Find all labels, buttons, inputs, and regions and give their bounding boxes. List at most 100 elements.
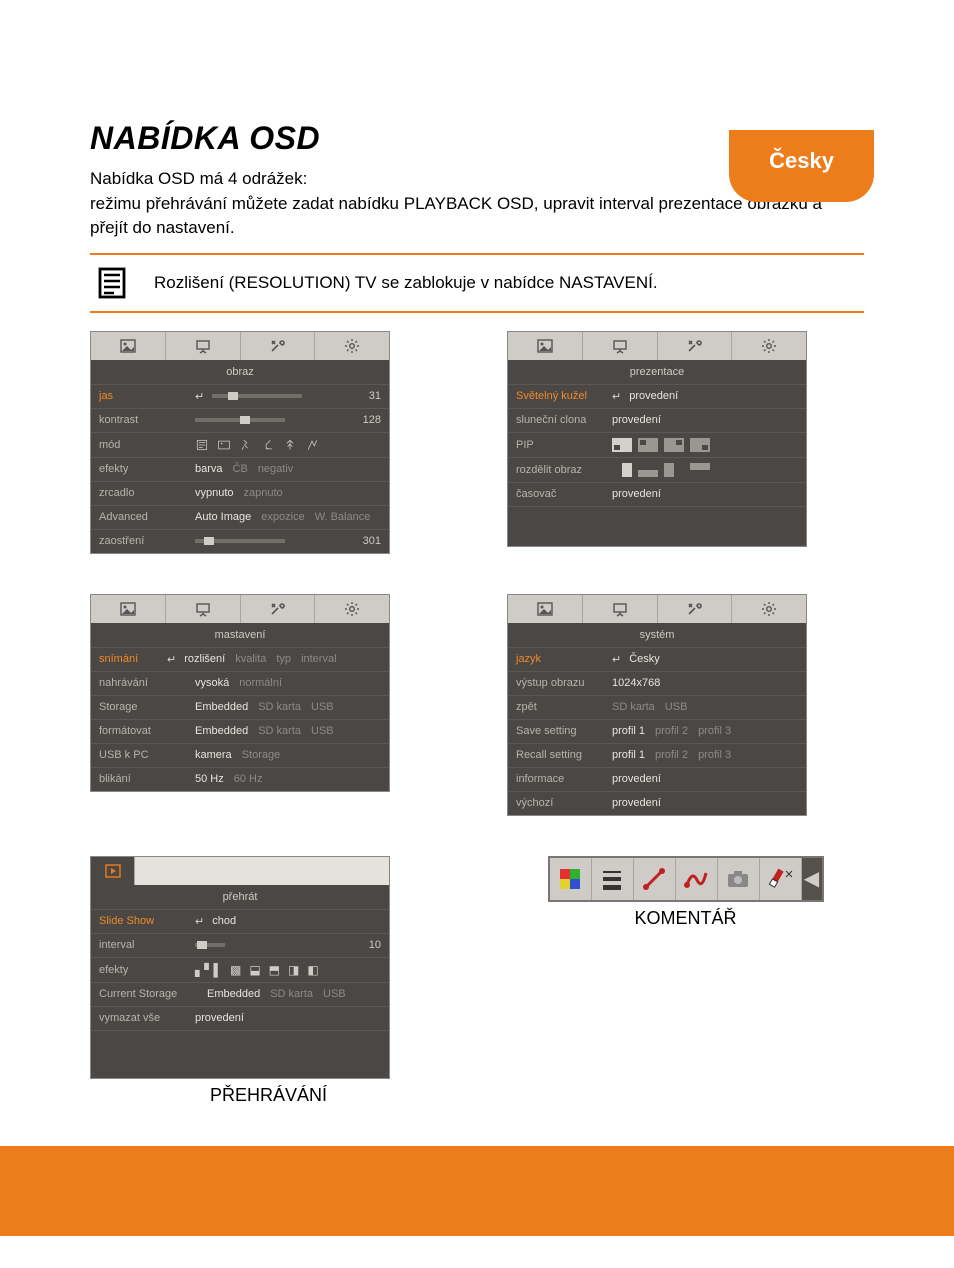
opt[interactable]: profil 1 <box>612 725 645 737</box>
tab-image[interactable] <box>91 332 166 360</box>
row-pip[interactable]: PIP <box>508 432 806 457</box>
row-jas[interactable]: jas ↵ 31 <box>91 384 389 408</box>
opt[interactable]: SD karta <box>258 725 301 737</box>
tool-lineweight-button[interactable] <box>592 858 634 900</box>
opt[interactable]: provedení <box>612 773 661 785</box>
opt[interactable]: kvalita <box>235 653 266 665</box>
opt[interactable]: chod <box>212 915 236 927</box>
row-current-storage[interactable]: Current Storage Embedded SD karta USB <box>91 982 389 1006</box>
opt[interactable]: profil 2 <box>655 725 688 737</box>
opt[interactable]: profil 3 <box>698 749 731 761</box>
opt[interactable]: USB <box>323 988 346 1000</box>
split-option[interactable] <box>612 463 632 477</box>
tool-capture-button[interactable] <box>718 858 760 900</box>
tab-presentation[interactable] <box>583 595 658 623</box>
opt[interactable]: Embedded <box>207 988 260 1000</box>
opt[interactable]: typ <box>276 653 291 665</box>
opt[interactable]: SD karta <box>612 701 655 713</box>
opt[interactable]: SD karta <box>270 988 313 1000</box>
row-efekty[interactable]: efekty ▖▘▌ ▩ ⬓ ⬒ ◨ ◧ <box>91 957 389 982</box>
tab-presentation[interactable] <box>166 332 241 360</box>
row-snimani[interactable]: snímání ↵ rozlišení kvalita typ interval <box>91 647 389 671</box>
opt[interactable]: provedení <box>612 797 661 809</box>
tab-tools[interactable] <box>658 595 733 623</box>
row-storage[interactable]: Storage Embedded SD karta USB <box>91 695 389 719</box>
row-svetelny-kuzel[interactable]: Světelný kužel ↵ provedení <box>508 384 806 408</box>
opt[interactable]: expozice <box>261 511 304 523</box>
opt[interactable]: vysoká <box>195 677 229 689</box>
row-slunecni-clona[interactable]: sluneční clona provedení <box>508 408 806 432</box>
opt[interactable]: provedení <box>629 390 678 402</box>
row-usb-k-pc[interactable]: USB k PC kamera Storage <box>91 743 389 767</box>
opt[interactable]: SD karta <box>258 701 301 713</box>
row-nahravani[interactable]: nahrávání vysoká normální <box>91 671 389 695</box>
row-zpet[interactable]: zpět SD karta USB <box>508 695 806 719</box>
opt[interactable]: provedení <box>612 414 661 426</box>
opt[interactable]: normální <box>239 677 282 689</box>
row-save-setting[interactable]: Save setting profil 1 profil 2 profil 3 <box>508 719 806 743</box>
opt[interactable]: Embedded <box>195 701 248 713</box>
opt[interactable]: Auto Image <box>195 511 251 523</box>
slider[interactable] <box>195 941 225 949</box>
opt[interactable]: rozlišení <box>184 653 225 665</box>
tab-presentation[interactable] <box>583 332 658 360</box>
opt[interactable]: USB <box>665 701 688 713</box>
tab-tools[interactable] <box>658 332 733 360</box>
row-rozdelit-obraz[interactable]: rozdělit obraz <box>508 457 806 482</box>
opt[interactable]: profil 1 <box>612 749 645 761</box>
opt[interactable]: provedení <box>195 1012 244 1024</box>
opt[interactable]: W. Balance <box>315 511 371 523</box>
row-efekty[interactable]: efekty barva ČB negativ <box>91 457 389 481</box>
opt[interactable]: profil 2 <box>655 749 688 761</box>
row-informace[interactable]: informace provedení <box>508 767 806 791</box>
tool-eraser-button[interactable] <box>760 858 802 900</box>
opt[interactable]: 60 Hz <box>234 773 263 785</box>
opt[interactable]: interval <box>301 653 336 665</box>
opt[interactable]: Česky <box>629 653 660 665</box>
opt[interactable]: 50 Hz <box>195 773 224 785</box>
tab-image[interactable] <box>508 595 583 623</box>
tab-gear[interactable] <box>315 595 389 623</box>
tool-collapse-button[interactable]: ◀ <box>802 858 822 900</box>
row-mod[interactable]: mód <box>91 432 389 457</box>
tool-color-button[interactable] <box>550 858 592 900</box>
opt[interactable]: USB <box>311 725 334 737</box>
row-zaostreni[interactable]: zaostření 301 <box>91 529 389 553</box>
tab-playback[interactable] <box>91 857 135 885</box>
opt[interactable]: Embedded <box>195 725 248 737</box>
opt[interactable]: negativ <box>258 463 293 475</box>
row-vychozi[interactable]: výchozí provedení <box>508 791 806 815</box>
tool-freehand-button[interactable] <box>676 858 718 900</box>
row-kontrast[interactable]: kontrast 128 <box>91 408 389 432</box>
tab-image[interactable] <box>508 332 583 360</box>
row-vymazat-vse[interactable]: vymazat vše provedení <box>91 1006 389 1030</box>
opt[interactable]: 1024x768 <box>612 677 660 689</box>
tab-tools[interactable] <box>241 595 316 623</box>
pip-option[interactable] <box>612 438 632 452</box>
opt[interactable]: ČB <box>233 463 248 475</box>
split-option[interactable] <box>690 463 710 477</box>
row-advanced[interactable]: Advanced Auto Image expozice W. Balance <box>91 505 389 529</box>
opt[interactable]: profil 3 <box>698 725 731 737</box>
row-recall-setting[interactable]: Recall setting profil 1 profil 2 profil … <box>508 743 806 767</box>
row-blikani[interactable]: blikání 50 Hz 60 Hz <box>91 767 389 791</box>
pip-option[interactable] <box>638 438 658 452</box>
slider[interactable] <box>195 537 285 545</box>
row-jazyk[interactable]: jazyk ↵ Česky <box>508 647 806 671</box>
tab-image[interactable] <box>91 595 166 623</box>
slider[interactable] <box>212 392 302 400</box>
opt[interactable]: zapnuto <box>244 487 283 499</box>
opt[interactable]: USB <box>311 701 334 713</box>
tool-line-button[interactable] <box>634 858 676 900</box>
tab-tools[interactable] <box>241 332 316 360</box>
tab-gear[interactable] <box>732 595 806 623</box>
row-formatovat[interactable]: formátovat Embedded SD karta USB <box>91 719 389 743</box>
tab-presentation[interactable] <box>166 595 241 623</box>
opt[interactable]: kamera <box>195 749 232 761</box>
row-interval[interactable]: interval 10 <box>91 933 389 957</box>
tab-gear[interactable] <box>315 332 389 360</box>
split-option[interactable] <box>664 463 684 477</box>
tab-gear[interactable] <box>732 332 806 360</box>
split-option[interactable] <box>638 463 658 477</box>
pip-option[interactable] <box>690 438 710 452</box>
